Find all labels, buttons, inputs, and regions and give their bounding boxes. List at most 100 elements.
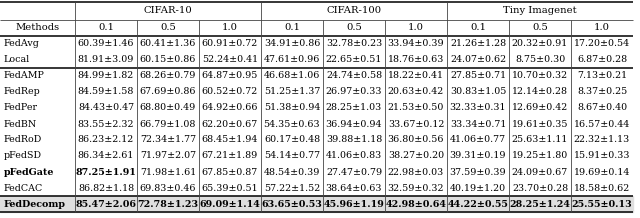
Bar <box>0 196 633 212</box>
Text: FedPer: FedPer <box>4 104 38 112</box>
Text: 32.59±0.32: 32.59±0.32 <box>388 184 444 192</box>
Text: 69.09±1.14: 69.09±1.14 <box>200 199 260 208</box>
Text: 24.07±0.62: 24.07±0.62 <box>450 56 506 65</box>
Text: 36.94±0.94: 36.94±0.94 <box>326 119 382 128</box>
Text: 0.5: 0.5 <box>160 24 176 32</box>
Text: 42.98±0.64: 42.98±0.64 <box>385 199 447 208</box>
Text: 8.37±0.25: 8.37±0.25 <box>577 87 627 97</box>
Text: 86.23±2.12: 86.23±2.12 <box>78 136 134 145</box>
Text: CIFAR-100: CIFAR-100 <box>326 7 381 15</box>
Text: 16.57±0.44: 16.57±0.44 <box>574 119 630 128</box>
Text: 30.83±1.05: 30.83±1.05 <box>450 87 506 97</box>
Text: 12.14±0.28: 12.14±0.28 <box>512 87 568 97</box>
Text: 38.64±0.63: 38.64±0.63 <box>326 184 382 192</box>
Text: 60.17±0.48: 60.17±0.48 <box>264 136 320 145</box>
Text: 26.97±0.33: 26.97±0.33 <box>326 87 382 97</box>
Text: 28.25±1.24: 28.25±1.24 <box>509 199 570 208</box>
Text: 25.55±0.13: 25.55±0.13 <box>572 199 632 208</box>
Text: 8.67±0.40: 8.67±0.40 <box>577 104 627 112</box>
Text: 39.31±0.19: 39.31±0.19 <box>450 152 506 160</box>
Text: 22.65±0.51: 22.65±0.51 <box>326 56 382 65</box>
Text: 0.1: 0.1 <box>284 24 300 32</box>
Text: 1.0: 1.0 <box>408 24 424 32</box>
Text: 60.15±0.86: 60.15±0.86 <box>140 56 196 65</box>
Text: 15.91±0.33: 15.91±0.33 <box>573 152 630 160</box>
Text: 67.85±0.87: 67.85±0.87 <box>202 167 258 177</box>
Text: 40.19±1.20: 40.19±1.20 <box>450 184 506 192</box>
Text: 85.47±2.06: 85.47±2.06 <box>76 199 136 208</box>
Text: FedRep: FedRep <box>4 87 41 97</box>
Text: FedCAC: FedCAC <box>4 184 44 192</box>
Text: 46.68±1.06: 46.68±1.06 <box>264 72 320 80</box>
Text: 66.79±1.08: 66.79±1.08 <box>140 119 196 128</box>
Text: 67.21±1.89: 67.21±1.89 <box>202 152 258 160</box>
Text: 33.94±0.39: 33.94±0.39 <box>388 39 444 48</box>
Text: 63.65±0.53: 63.65±0.53 <box>262 199 323 208</box>
Text: 37.59±0.39: 37.59±0.39 <box>450 167 506 177</box>
Text: 41.06±0.77: 41.06±0.77 <box>450 136 506 145</box>
Text: 83.55±2.32: 83.55±2.32 <box>77 119 134 128</box>
Text: 20.32±0.91: 20.32±0.91 <box>512 39 568 48</box>
Text: 21.26±1.28: 21.26±1.28 <box>450 39 506 48</box>
Text: 22.32±1.13: 22.32±1.13 <box>574 136 630 145</box>
Text: 64.92±0.66: 64.92±0.66 <box>202 104 259 112</box>
Text: 10.70±0.32: 10.70±0.32 <box>512 72 568 80</box>
Text: 57.22±1.52: 57.22±1.52 <box>264 184 320 192</box>
Text: FedBN: FedBN <box>4 119 37 128</box>
Text: 21.53±0.50: 21.53±0.50 <box>388 104 444 112</box>
Text: CIFAR-10: CIFAR-10 <box>143 7 193 15</box>
Text: 36.80±0.56: 36.80±0.56 <box>388 136 444 145</box>
Text: Methods: Methods <box>15 24 60 32</box>
Text: 71.97±2.07: 71.97±2.07 <box>140 152 196 160</box>
Text: 34.91±0.86: 34.91±0.86 <box>264 39 320 48</box>
Text: 48.54±0.39: 48.54±0.39 <box>264 167 320 177</box>
Text: 18.22±0.41: 18.22±0.41 <box>388 72 444 80</box>
Text: FedDecomp: FedDecomp <box>4 199 66 208</box>
Text: 86.82±1.18: 86.82±1.18 <box>78 184 134 192</box>
Text: 67.69±0.86: 67.69±0.86 <box>140 87 196 97</box>
Text: 6.87±0.28: 6.87±0.28 <box>577 56 627 65</box>
Text: 60.52±0.72: 60.52±0.72 <box>202 87 258 97</box>
Text: Tiny Imagenet: Tiny Imagenet <box>503 7 577 15</box>
Text: 68.45±1.94: 68.45±1.94 <box>202 136 258 145</box>
Text: 25.63±1.11: 25.63±1.11 <box>512 136 568 145</box>
Text: 60.91±0.72: 60.91±0.72 <box>202 39 258 48</box>
Text: 17.20±0.54: 17.20±0.54 <box>574 39 630 48</box>
Text: Local: Local <box>4 56 30 65</box>
Text: 33.67±0.12: 33.67±0.12 <box>388 119 444 128</box>
Text: 81.91±3.09: 81.91±3.09 <box>78 56 134 65</box>
Text: pFedGate: pFedGate <box>4 167 54 177</box>
Text: 27.47±0.79: 27.47±0.79 <box>326 167 382 177</box>
Text: 84.43±0.47: 84.43±0.47 <box>78 104 134 112</box>
Text: 51.38±0.94: 51.38±0.94 <box>264 104 320 112</box>
Text: 0.1: 0.1 <box>98 24 114 32</box>
Text: 20.63±0.42: 20.63±0.42 <box>388 87 444 97</box>
Text: 24.09±0.67: 24.09±0.67 <box>512 167 568 177</box>
Text: 22.98±0.03: 22.98±0.03 <box>388 167 444 177</box>
Text: 52.24±0.41: 52.24±0.41 <box>202 56 258 65</box>
Text: 41.06±0.83: 41.06±0.83 <box>326 152 382 160</box>
Text: 72.78±1.23: 72.78±1.23 <box>138 199 198 208</box>
Text: 28.25±1.03: 28.25±1.03 <box>326 104 382 112</box>
Text: 86.34±2.61: 86.34±2.61 <box>78 152 134 160</box>
Text: 12.69±0.42: 12.69±0.42 <box>512 104 568 112</box>
Text: 0.5: 0.5 <box>532 24 548 32</box>
Text: 39.88±1.18: 39.88±1.18 <box>326 136 382 145</box>
Text: 60.41±1.36: 60.41±1.36 <box>140 39 196 48</box>
Text: 27.85±0.71: 27.85±0.71 <box>450 72 506 80</box>
Text: 51.25±1.37: 51.25±1.37 <box>264 87 320 97</box>
Text: 45.96±1.19: 45.96±1.19 <box>324 199 385 208</box>
Text: 60.39±1.46: 60.39±1.46 <box>77 39 134 48</box>
Text: 69.83±0.46: 69.83±0.46 <box>140 184 196 192</box>
Text: 1.0: 1.0 <box>594 24 610 32</box>
Text: 19.69±0.14: 19.69±0.14 <box>574 167 630 177</box>
Text: FedAvg: FedAvg <box>4 39 40 48</box>
Text: 24.74±0.58: 24.74±0.58 <box>326 72 382 80</box>
Text: 54.14±0.77: 54.14±0.77 <box>264 152 320 160</box>
Text: 47.61±0.96: 47.61±0.96 <box>264 56 320 65</box>
Text: 38.27±0.20: 38.27±0.20 <box>388 152 444 160</box>
Text: FedRoD: FedRoD <box>4 136 42 145</box>
Text: 68.80±0.49: 68.80±0.49 <box>140 104 196 112</box>
Text: 0.5: 0.5 <box>346 24 362 32</box>
Text: 62.20±0.67: 62.20±0.67 <box>202 119 258 128</box>
